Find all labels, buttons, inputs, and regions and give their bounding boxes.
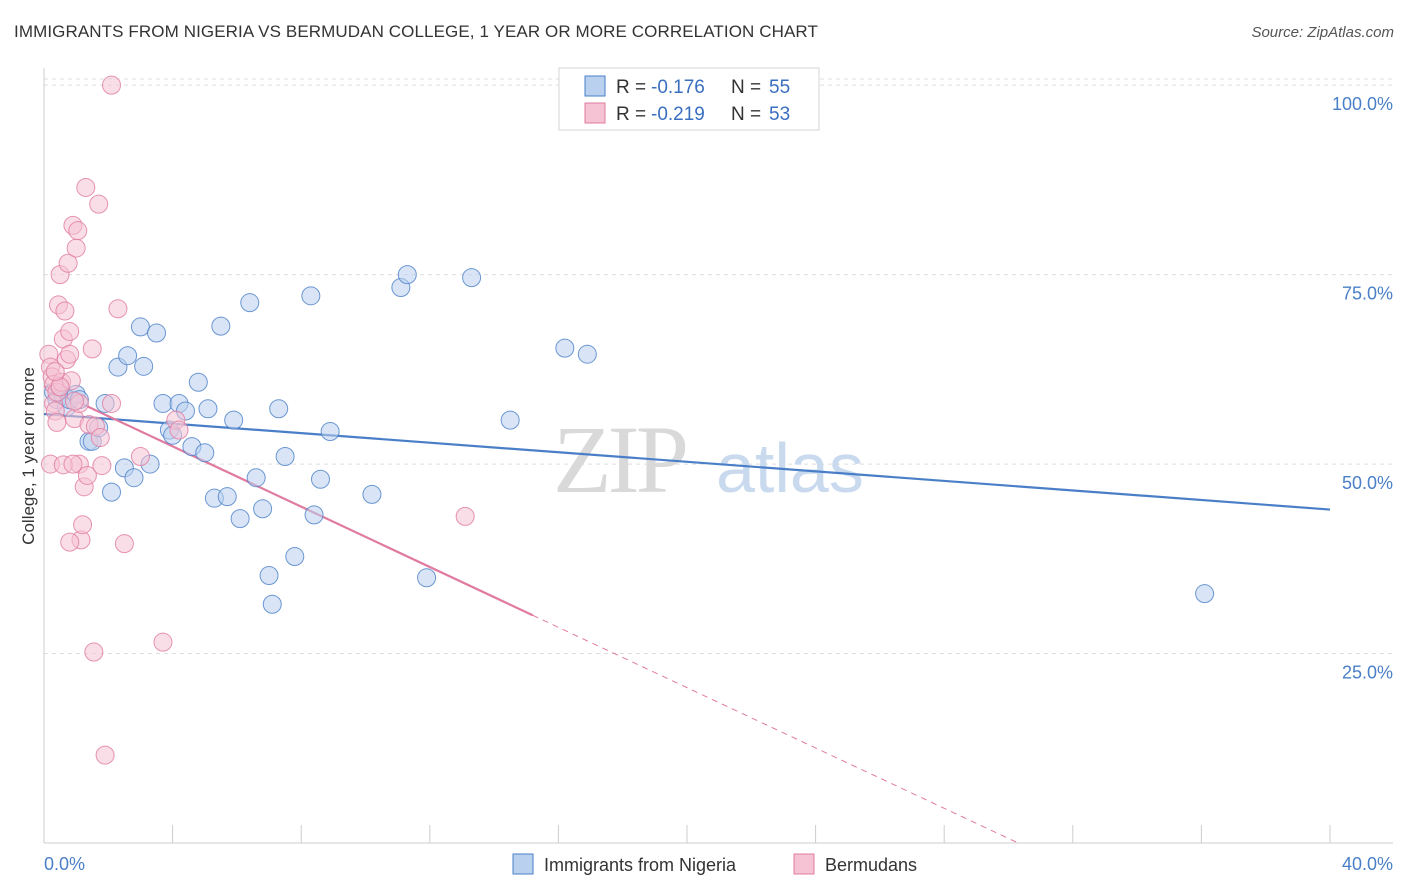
bottom-legend-swatch-nigeria: [512, 853, 534, 875]
bermudans-point-35: [90, 428, 110, 448]
nigeria-point-20: [147, 323, 167, 343]
legend-r-label-1: R =: [616, 77, 646, 98]
bermudans-point-6: [47, 412, 67, 432]
nigeria-point-45: [310, 469, 330, 489]
bermudans-point-37: [95, 745, 115, 765]
nigeria-point-50: [417, 568, 437, 588]
nigeria-point-42: [285, 547, 305, 567]
x-tick-label-max: 40.0%: [1342, 854, 1393, 874]
nigeria-point-27: [188, 372, 208, 392]
nigeria-point-52: [500, 410, 520, 430]
bottom-legend-bermudans: Bermudans: [825, 855, 917, 875]
nigeria-trend-line: [43, 412, 1331, 511]
legend-r-value-1: -0.176: [651, 77, 705, 98]
legend-swatch-bermudans: [584, 102, 606, 124]
watermark-atlas: atlas: [716, 429, 864, 507]
nigeria-point-47: [362, 484, 382, 504]
nigeria-point-32: [217, 487, 237, 507]
legend-n-value-1: 55: [769, 77, 790, 98]
nigeria-point-54: [577, 344, 597, 364]
nigeria-point-29: [198, 399, 218, 419]
nigeria-point-28: [195, 443, 215, 463]
nigeria-point-34: [230, 509, 250, 529]
y-tick-label-25: 25.0%: [1342, 663, 1393, 683]
bermudans-point-13: [55, 301, 75, 321]
bermudans-point-48: [153, 632, 173, 652]
nigeria-point-43: [301, 286, 321, 306]
tick-labels: 25.0% 50.0% 75.0% 100.0% 0.0% 40.0%: [44, 94, 1393, 874]
bermudans-point-21: [66, 238, 86, 258]
gridlines: [44, 78, 1393, 655]
nigeria-point-33: [224, 410, 244, 430]
nigeria-point-37: [253, 499, 273, 519]
bermudans-point-22: [68, 221, 88, 241]
bermudans-trend-extension: [532, 614, 1019, 844]
bermudans-point-50: [169, 420, 189, 440]
x-tick-label-min: 0.0%: [44, 854, 85, 874]
chart-title: IMMIGRANTS FROM NIGERIA VS BERMUDAN COLL…: [14, 22, 818, 41]
y-tick-label-75: 75.0%: [1342, 284, 1393, 304]
bermudans-point-45: [60, 532, 80, 552]
nigeria-point-40: [269, 399, 289, 419]
nigeria-point-49: [397, 265, 417, 285]
nigeria-point-38: [259, 565, 279, 585]
bermudans-point-51: [102, 393, 122, 413]
nigeria-point-51: [462, 268, 482, 288]
bermudans-point-41: [130, 447, 150, 466]
nigeria-point-21: [153, 393, 173, 413]
nigeria-point-16: [124, 468, 144, 488]
bermudans-point-36: [92, 456, 112, 476]
bermudans-point-32: [84, 642, 104, 662]
nigeria-point-46: [320, 421, 340, 441]
nigeria-point-18: [134, 356, 154, 376]
trend-lines: [43, 385, 1331, 844]
nigeria-point-17: [130, 317, 150, 337]
y-tick-label-50: 50.0%: [1342, 473, 1393, 493]
nigeria-point-41: [275, 447, 295, 466]
nigeria-point-36: [246, 468, 266, 488]
bermudans-point-15: [58, 253, 78, 273]
bermudans-point-38: [102, 75, 122, 95]
bermudans-point-28: [76, 177, 96, 197]
series-legend: Immigrants from Nigeria Bermudans: [512, 853, 917, 875]
nigeria-point-12: [102, 482, 122, 502]
bermudans-point-46: [63, 454, 83, 474]
nigeria-point-39: [262, 594, 282, 614]
bermudans-point-52: [455, 506, 475, 526]
y-axis-title: College, 1 year or more: [19, 367, 38, 545]
bermudans-point-17: [60, 321, 80, 341]
bermudans-trend-line: [43, 385, 534, 617]
legend-swatch-nigeria: [584, 75, 606, 97]
correlation-legend: R = -0.176 N = 55 R = -0.219 N = 53: [558, 67, 820, 131]
bermudans-point-34: [89, 194, 109, 214]
bermudans-point-16: [60, 344, 80, 364]
legend-n-label-2: N =: [731, 104, 761, 125]
source-label: Source: ZipAtlas.com: [1251, 24, 1394, 41]
axes: [43, 68, 1393, 844]
bermudans-point-39: [108, 299, 128, 319]
nigeria-point-44: [304, 505, 324, 525]
bermudans-point-31: [82, 339, 102, 359]
nigeria-point-35: [240, 293, 260, 313]
bottom-legend-nigeria: Immigrants from Nigeria: [544, 855, 737, 875]
nigeria-point-53: [555, 338, 575, 358]
legend-r-value-2: -0.219: [651, 104, 705, 125]
nigeria-point-15: [118, 346, 138, 366]
nigeria-point-55: [1195, 584, 1215, 604]
legend-n-label-1: N =: [731, 77, 761, 98]
legend-n-value-2: 53: [769, 104, 790, 125]
bermudans-point-26: [73, 515, 93, 535]
bottom-legend-swatch-bermudans: [793, 853, 815, 875]
bermudans-point-40: [114, 534, 134, 554]
y-tick-label-100: 100.0%: [1332, 94, 1393, 114]
bermudans-point-47: [65, 391, 85, 411]
scatter-points: [39, 75, 1215, 765]
bermudans-point-44: [45, 362, 65, 382]
bermudans-point-29: [77, 465, 97, 485]
legend-r-label-2: R =: [616, 104, 646, 125]
nigeria-point-31: [211, 316, 231, 336]
